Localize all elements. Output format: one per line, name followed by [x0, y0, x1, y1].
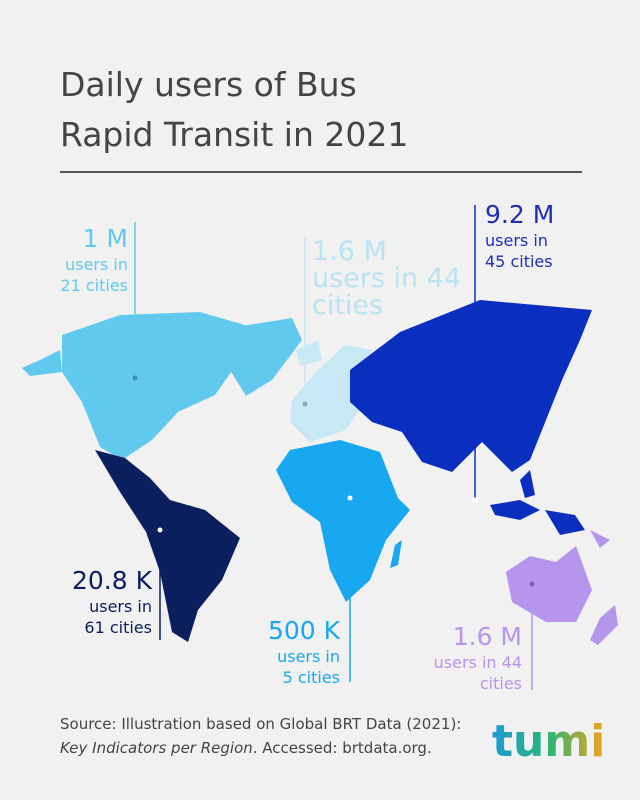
- region-value: 20.8 K: [71, 566, 152, 595]
- region-detail: users in: [277, 647, 340, 666]
- region-value: 1.6 M: [452, 622, 522, 651]
- region-label: 20.8 K users in 61 cities: [72, 566, 152, 638]
- asia: [350, 300, 592, 535]
- title: Daily users of Bus Rapid Transit in 2021: [60, 65, 409, 154]
- source: Source: Illustration based on Global BRT…: [60, 712, 461, 760]
- region-detail: 45 cities: [485, 252, 553, 271]
- region-value: 500 K: [267, 616, 340, 645]
- region-value: 1.6 M: [312, 236, 387, 267]
- region-detail: 61 cities: [84, 618, 152, 637]
- latin-america: [95, 450, 240, 642]
- region-value: 9.2 M: [485, 200, 555, 229]
- region-detail: 5 cities: [282, 668, 340, 687]
- region-detail: cities: [312, 290, 384, 321]
- oceania: [506, 530, 618, 645]
- region-detail: users in: [65, 255, 128, 274]
- region-label: 1 M users in 21 cities: [60, 224, 128, 296]
- region-detail: users in: [89, 597, 152, 616]
- region-value: 1 M: [82, 224, 128, 253]
- north-america: [22, 312, 302, 460]
- region-detail: users in 44: [312, 263, 462, 294]
- region-detail: cities: [479, 674, 522, 693]
- region-label: 1.6 M users in 44 cities: [434, 622, 522, 694]
- region-label: 1.6 M users in 44 cities: [312, 238, 461, 319]
- africa: [276, 440, 410, 602]
- source-line: Key Indicators per Region. Accessed: brt…: [60, 736, 461, 760]
- region-detail: 21 cities: [60, 276, 128, 295]
- source-rest: . Accessed: brtdata.org.: [252, 739, 432, 757]
- region-detail: users in: [485, 231, 548, 250]
- leader-lines: [132, 205, 535, 690]
- region-label: 500 K users in 5 cities: [268, 616, 340, 688]
- region-label: 9.2 M users in 45 cities: [485, 200, 554, 272]
- source-line: Source: Illustration based on Global BRT…: [60, 715, 462, 733]
- source-italic: Key Indicators per Region: [60, 739, 253, 757]
- logo: tumi: [492, 716, 605, 767]
- region-detail: users in 44: [433, 653, 522, 672]
